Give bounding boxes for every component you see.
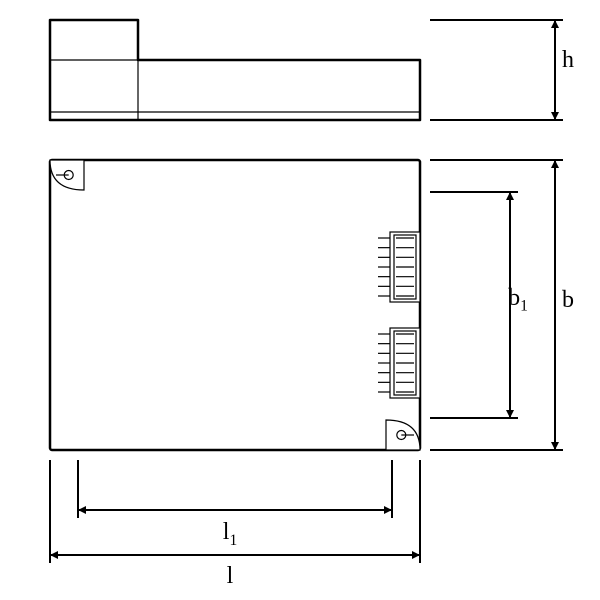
dim-label-l1: l1 — [223, 520, 237, 548]
drawing-stage: h b b1 l1 l — [0, 0, 600, 600]
dim-label-l: l — [227, 564, 234, 588]
dim-label-b: b — [562, 288, 574, 312]
dim-label-h: h — [562, 48, 574, 72]
dim-label-b1-base: b — [508, 285, 520, 311]
dim-label-l1-base: l — [223, 519, 230, 545]
dim-label-b1: b1 — [508, 286, 528, 314]
dim-label-b1-sub: 1 — [520, 298, 528, 315]
dim-label-l1-sub: 1 — [229, 532, 237, 549]
